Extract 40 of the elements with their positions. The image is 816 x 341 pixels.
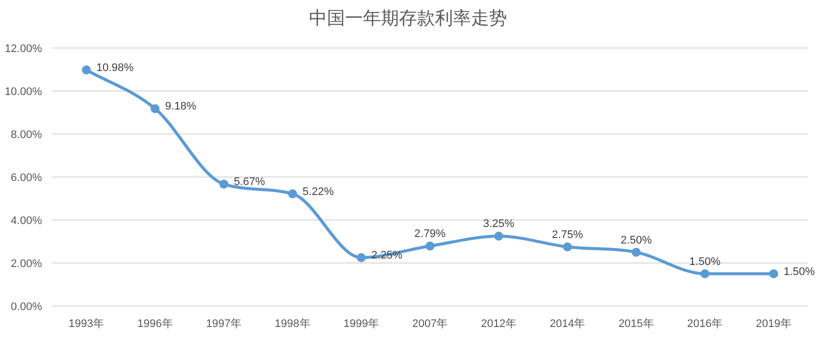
point [769,269,778,278]
point [632,248,641,257]
point [82,65,91,74]
data-label: 3.25% [483,218,515,230]
y-tick-label: 4.00% [10,215,42,227]
data-label: 9.18% [165,100,196,113]
data-label: 1.50% [784,266,816,278]
x-tick-label: 1993年 [68,318,104,330]
point [700,269,710,278]
x-tick-label: 2012年 [480,318,516,330]
x-tick-label: 1999年 [344,318,380,330]
point [150,104,160,114]
y-tick-label: 12.00% [4,43,42,55]
point [494,232,504,241]
x-tick-label: 2007年 [412,318,448,330]
data-label: 10.98% [96,62,134,74]
y-tick-label: 0.00% [10,301,42,313]
x-tick-label: 2019年 [756,318,792,330]
x-tick-label: 2014年 [550,318,586,330]
data-label: 1.50% [689,256,721,268]
x-tick-label: 2016年 [687,318,723,330]
point [562,242,572,252]
data-label: 5.67% [234,176,266,188]
point [426,242,434,251]
data-label: 5.22% [302,186,334,198]
y-tick-label: 6.00% [10,172,42,184]
y-tick-label: 10.00% [4,86,42,98]
data-label: 2.50% [620,234,652,246]
y-tick-label: 8.00% [10,129,42,141]
x-tick-label: 1996年 [137,318,173,330]
chart-title: 中国一年期存款利率走势 [309,8,507,28]
y-tick-label: 2.00% [10,258,42,270]
data-label: 2.79% [414,228,446,240]
x-tick-label: 1997年 [206,318,242,330]
point [219,180,228,189]
point [288,189,298,198]
data-label: 2.75% [552,228,584,241]
x-tick-label: 1998年 [274,318,310,330]
x-tick-label: 2015年 [618,318,654,330]
point [356,253,366,262]
